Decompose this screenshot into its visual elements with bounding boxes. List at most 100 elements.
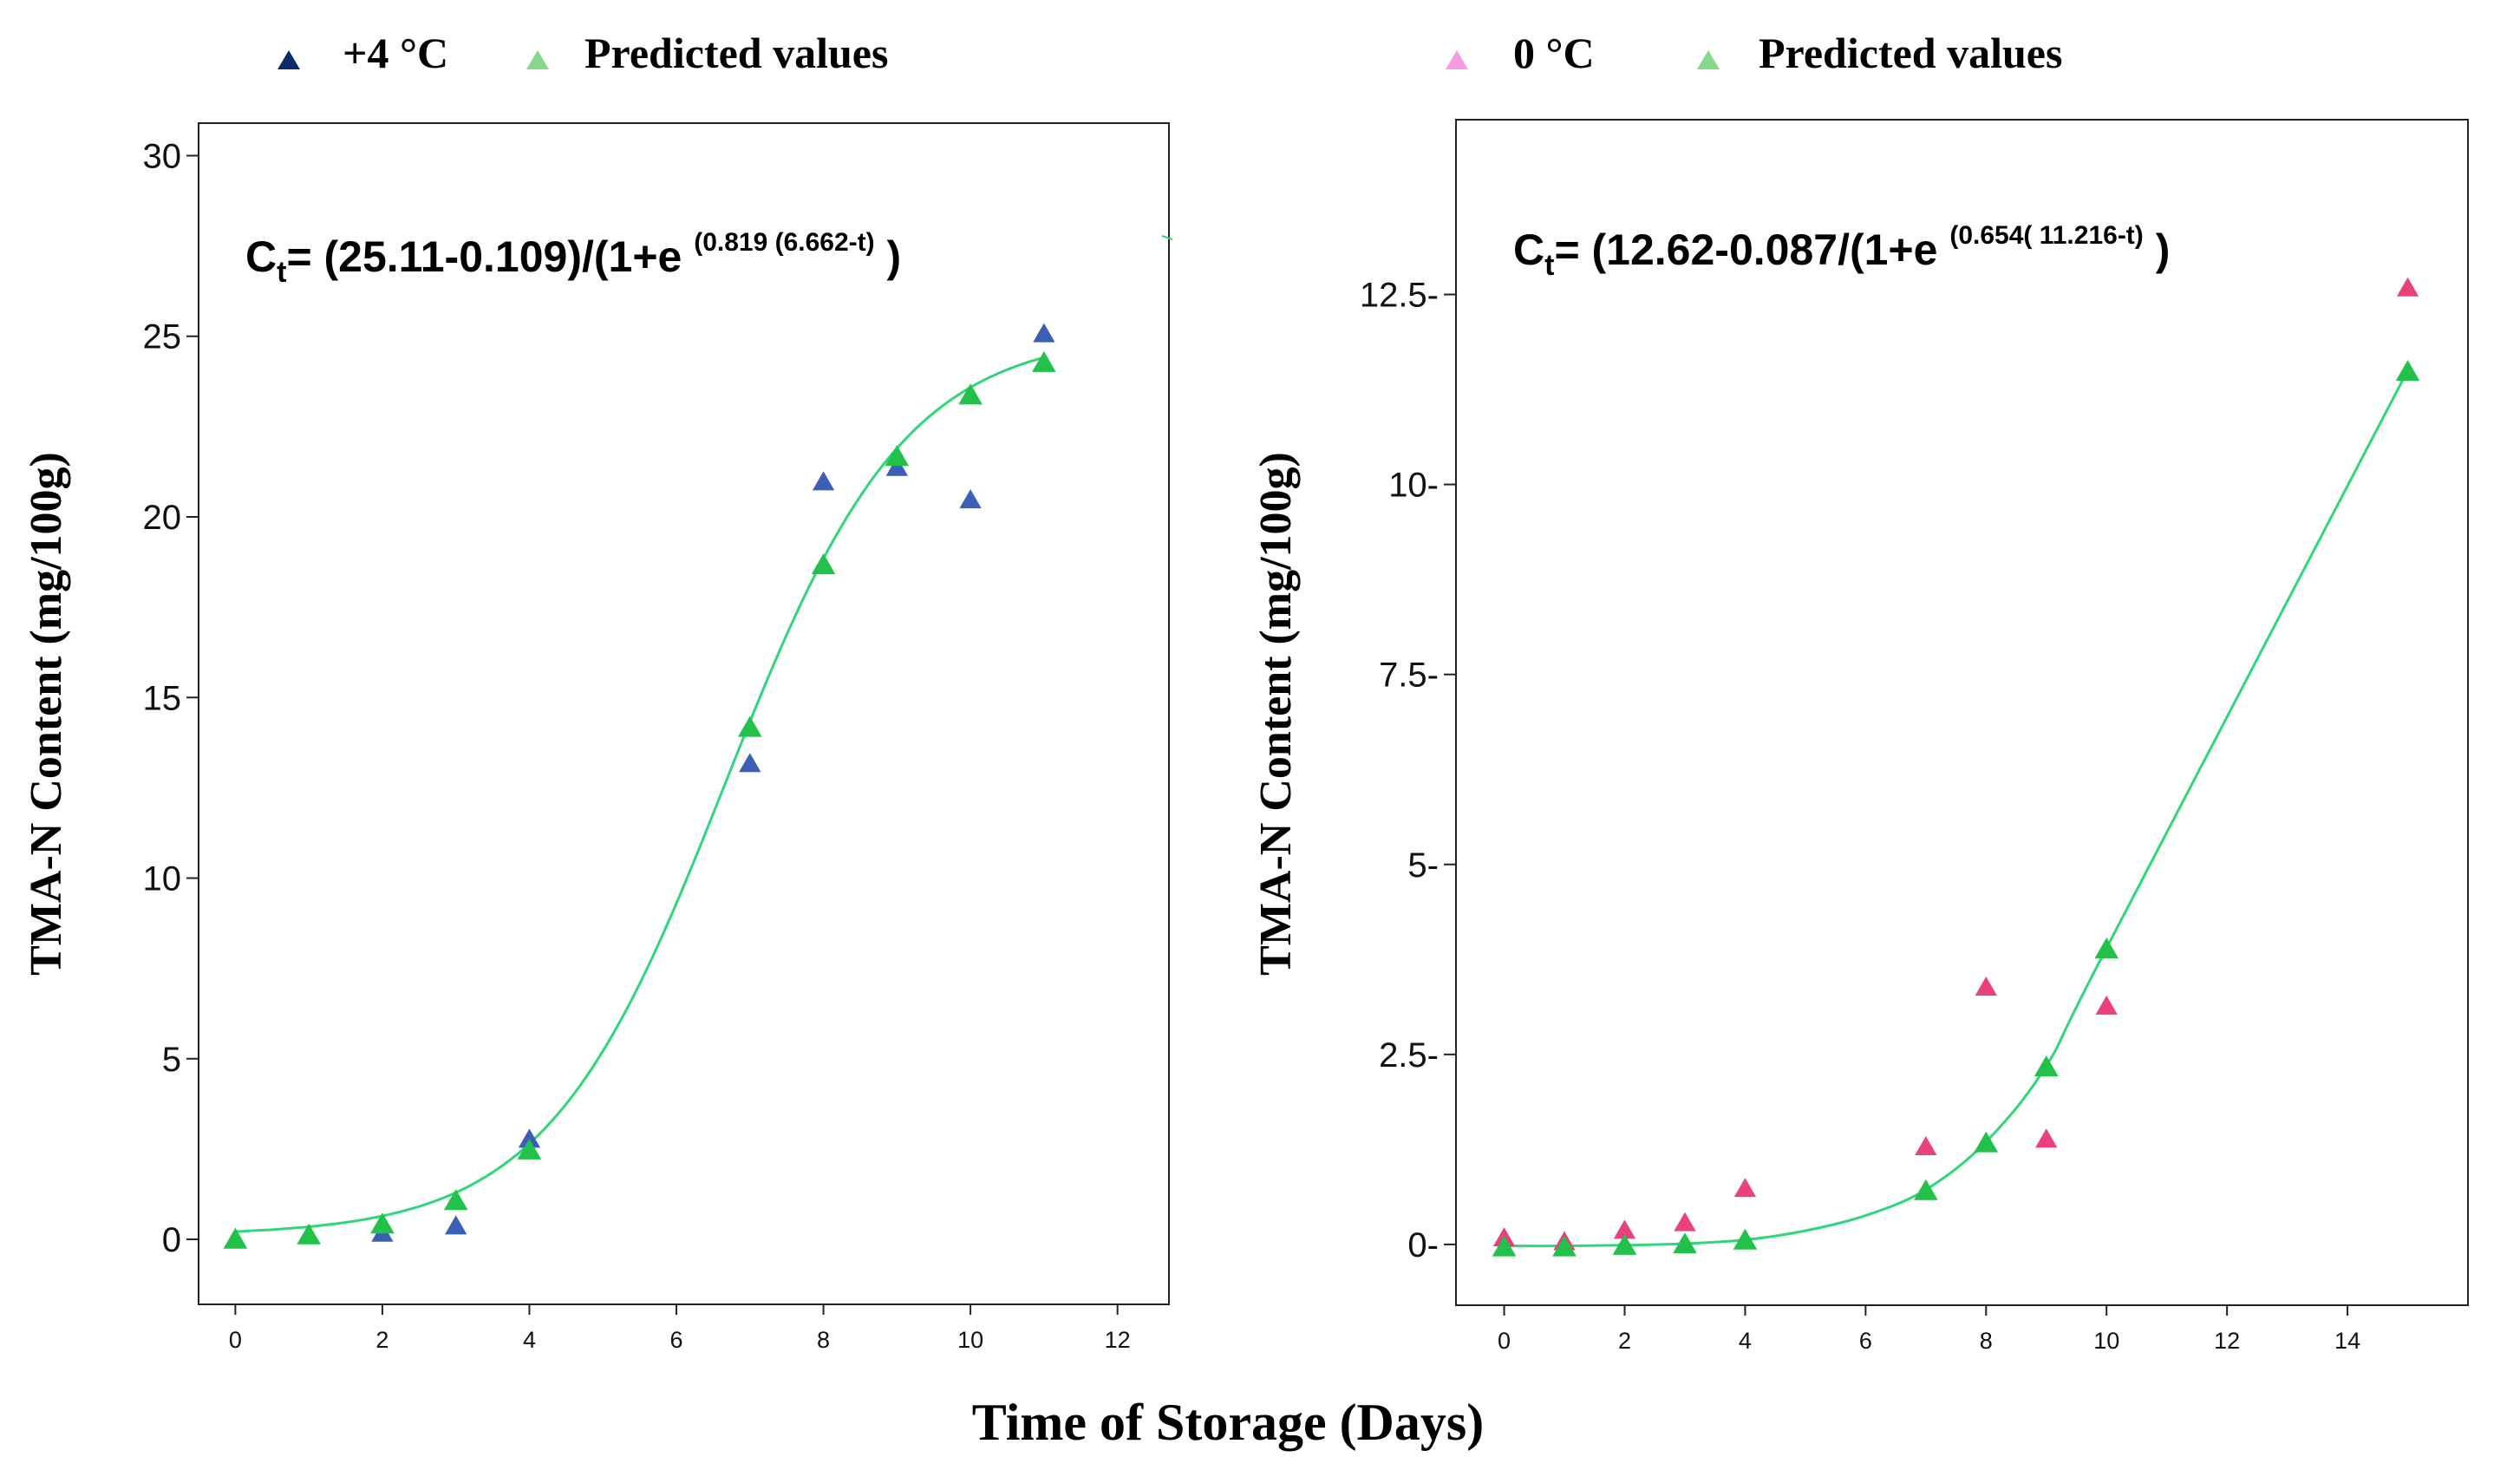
- left-y-ticks: 0 5 10 15 20 25 30: [143, 137, 199, 1259]
- left-x-tick-label: 0: [229, 1327, 242, 1353]
- left-equation-subscript: t: [277, 256, 286, 289]
- right-observed-point: [2035, 1128, 2058, 1148]
- right-predicted-point: [2395, 360, 2420, 382]
- left-equation-exponent: (0.819 (6.662-t): [694, 228, 874, 257]
- right-x-tick-label: 6: [1859, 1328, 1872, 1354]
- right-equation: Ct= (12.62-0.087/(1+e (0.654( 11.216-t) …: [1513, 221, 2170, 282]
- right-x-tick-label: 4: [1739, 1328, 1752, 1354]
- left-predicted-point: [737, 715, 762, 737]
- shared-x-axis-label: Time of Storage (Days): [972, 1394, 1484, 1451]
- right-x-tick-label: 10: [2093, 1328, 2119, 1354]
- right-observed-point: [2095, 995, 2118, 1015]
- right-predicted-point: [1733, 1228, 1758, 1250]
- right-observed-point: [1915, 1135, 1937, 1155]
- right-equation-tail: ): [2144, 225, 2171, 274]
- right-x-ticks: 0 2 4 6 8 10 12 14: [1498, 1305, 2360, 1354]
- right-x-tick-label: 2: [1618, 1328, 1631, 1354]
- left-y-tick-label: 20: [143, 499, 182, 537]
- left-x-tick-label: 10: [957, 1327, 983, 1353]
- left-y-tick-label: 0: [162, 1221, 181, 1259]
- left-predicted-point: [517, 1138, 542, 1160]
- left-predicted-points: [223, 350, 1056, 1249]
- left-chart: +4 °C Predicted values 0 5 10 15 20 25 30 0 2 4 6…: [22, 29, 1173, 1353]
- right-legend: 0 °C Predicted values: [1446, 29, 2062, 77]
- right-x-tick-label: 12: [2214, 1328, 2240, 1354]
- left-observed-points: [224, 323, 1055, 1247]
- left-x-tick-label: 6: [670, 1327, 683, 1353]
- right-x-tick-label: 8: [1980, 1328, 1993, 1354]
- right-observed-point: [1733, 1178, 1757, 1198]
- right-predicted-point: [1914, 1179, 1938, 1200]
- left-predicted-point: [370, 1212, 395, 1234]
- left-y-axis-label: TMA-N Content (mg/100g): [22, 452, 71, 976]
- left-legend-label-predicted: Predicted values: [584, 29, 888, 77]
- left-stray-mark: [1161, 235, 1173, 240]
- right-y-tick-label: 2.5-: [1379, 1036, 1439, 1075]
- left-observed-point: [812, 471, 835, 491]
- left-observed-point: [1033, 323, 1055, 343]
- left-legend: +4 °C Predicted values: [277, 29, 888, 77]
- right-observed-point: [2396, 277, 2419, 297]
- right-legend-marker-predicted: [1697, 50, 1720, 69]
- right-y-tick-label: 10-: [1388, 467, 1439, 505]
- right-predicted-point: [2034, 1055, 2059, 1076]
- right-predicted-point: [1673, 1232, 1697, 1254]
- left-legend-marker-predicted: [526, 50, 549, 69]
- left-x-tick-label: 12: [1105, 1327, 1131, 1353]
- right-legend-label-predicted: Predicted values: [1759, 29, 2062, 77]
- left-equation-body: = (25.11-0.109)/(1+e: [286, 232, 694, 281]
- left-equation-tail: ): [875, 232, 902, 281]
- left-legend-marker-observed: [277, 50, 300, 69]
- left-fit-curve: [235, 356, 1045, 1233]
- left-predicted-point: [958, 383, 983, 405]
- left-predicted-point: [1032, 350, 1056, 372]
- right-predicted-points: [1492, 360, 2420, 1257]
- left-x-tick-label: 8: [817, 1327, 830, 1353]
- left-equation-lead: C: [245, 232, 277, 281]
- right-legend-label-observed: 0 °C: [1513, 29, 1595, 77]
- left-equation: Ct= (25.11-0.109)/(1+e (0.819 (6.662-t) …: [245, 228, 901, 289]
- right-chart: 0 °C Predicted values 0- 2.5- 5- 7.5- 10- 12.…: [1251, 29, 2469, 1354]
- right-legend-marker-observed: [1446, 50, 1468, 69]
- left-y-tick-label: 10: [143, 860, 182, 898]
- left-observed-point: [739, 753, 761, 773]
- right-observed-point: [1613, 1219, 1636, 1239]
- left-x-tick-label: 4: [523, 1327, 536, 1353]
- left-legend-label-observed: +4 °C: [343, 29, 448, 77]
- right-y-axis-label: TMA-N Content (mg/100g): [1251, 452, 1301, 976]
- right-y-tick-label: 12.5-: [1360, 277, 1439, 315]
- right-y-tick-label: 7.5-: [1379, 657, 1439, 695]
- right-predicted-point: [1492, 1235, 1517, 1257]
- left-predicted-point: [811, 553, 836, 575]
- right-fit-curve: [1504, 369, 2409, 1248]
- right-equation-exponent: (0.654( 11.216-t): [1949, 221, 2143, 250]
- left-plot-frame: [198, 122, 1170, 1305]
- right-equation-body: = (12.62-0.087/(1+e: [1554, 225, 1949, 274]
- right-plot-frame: [1455, 119, 2469, 1306]
- left-predicted-point: [885, 445, 910, 467]
- left-predicted-point: [223, 1227, 248, 1249]
- left-predicted-point: [443, 1189, 468, 1211]
- left-y-tick-label: 30: [143, 137, 182, 175]
- right-equation-subscript: t: [1544, 249, 1554, 282]
- left-predicted-point: [297, 1223, 321, 1245]
- right-x-tick-label: 14: [2334, 1328, 2360, 1354]
- left-observed-point: [518, 1128, 541, 1148]
- left-y-tick-label: 25: [143, 318, 182, 356]
- right-equation-lead: C: [1513, 225, 1544, 274]
- right-observed-point: [1674, 1212, 1696, 1232]
- left-y-tick-label: 5: [162, 1041, 181, 1079]
- right-predicted-point: [1612, 1233, 1637, 1255]
- right-y-ticks: 0- 2.5- 5- 7.5- 10- 12.5-: [1360, 277, 1456, 1264]
- right-x-tick-label: 0: [1498, 1328, 1511, 1354]
- right-predicted-point: [1552, 1235, 1577, 1257]
- right-observed-points: [1492, 277, 2419, 1251]
- left-y-tick-label: 15: [143, 679, 182, 717]
- right-predicted-point: [1974, 1131, 1999, 1153]
- left-x-ticks: 0 2 4 6 8 10 12: [229, 1304, 1131, 1353]
- right-y-tick-label: 5-: [1407, 846, 1439, 885]
- left-observed-point: [885, 456, 908, 476]
- right-y-tick-label: 0-: [1407, 1226, 1439, 1264]
- left-observed-point: [445, 1215, 467, 1235]
